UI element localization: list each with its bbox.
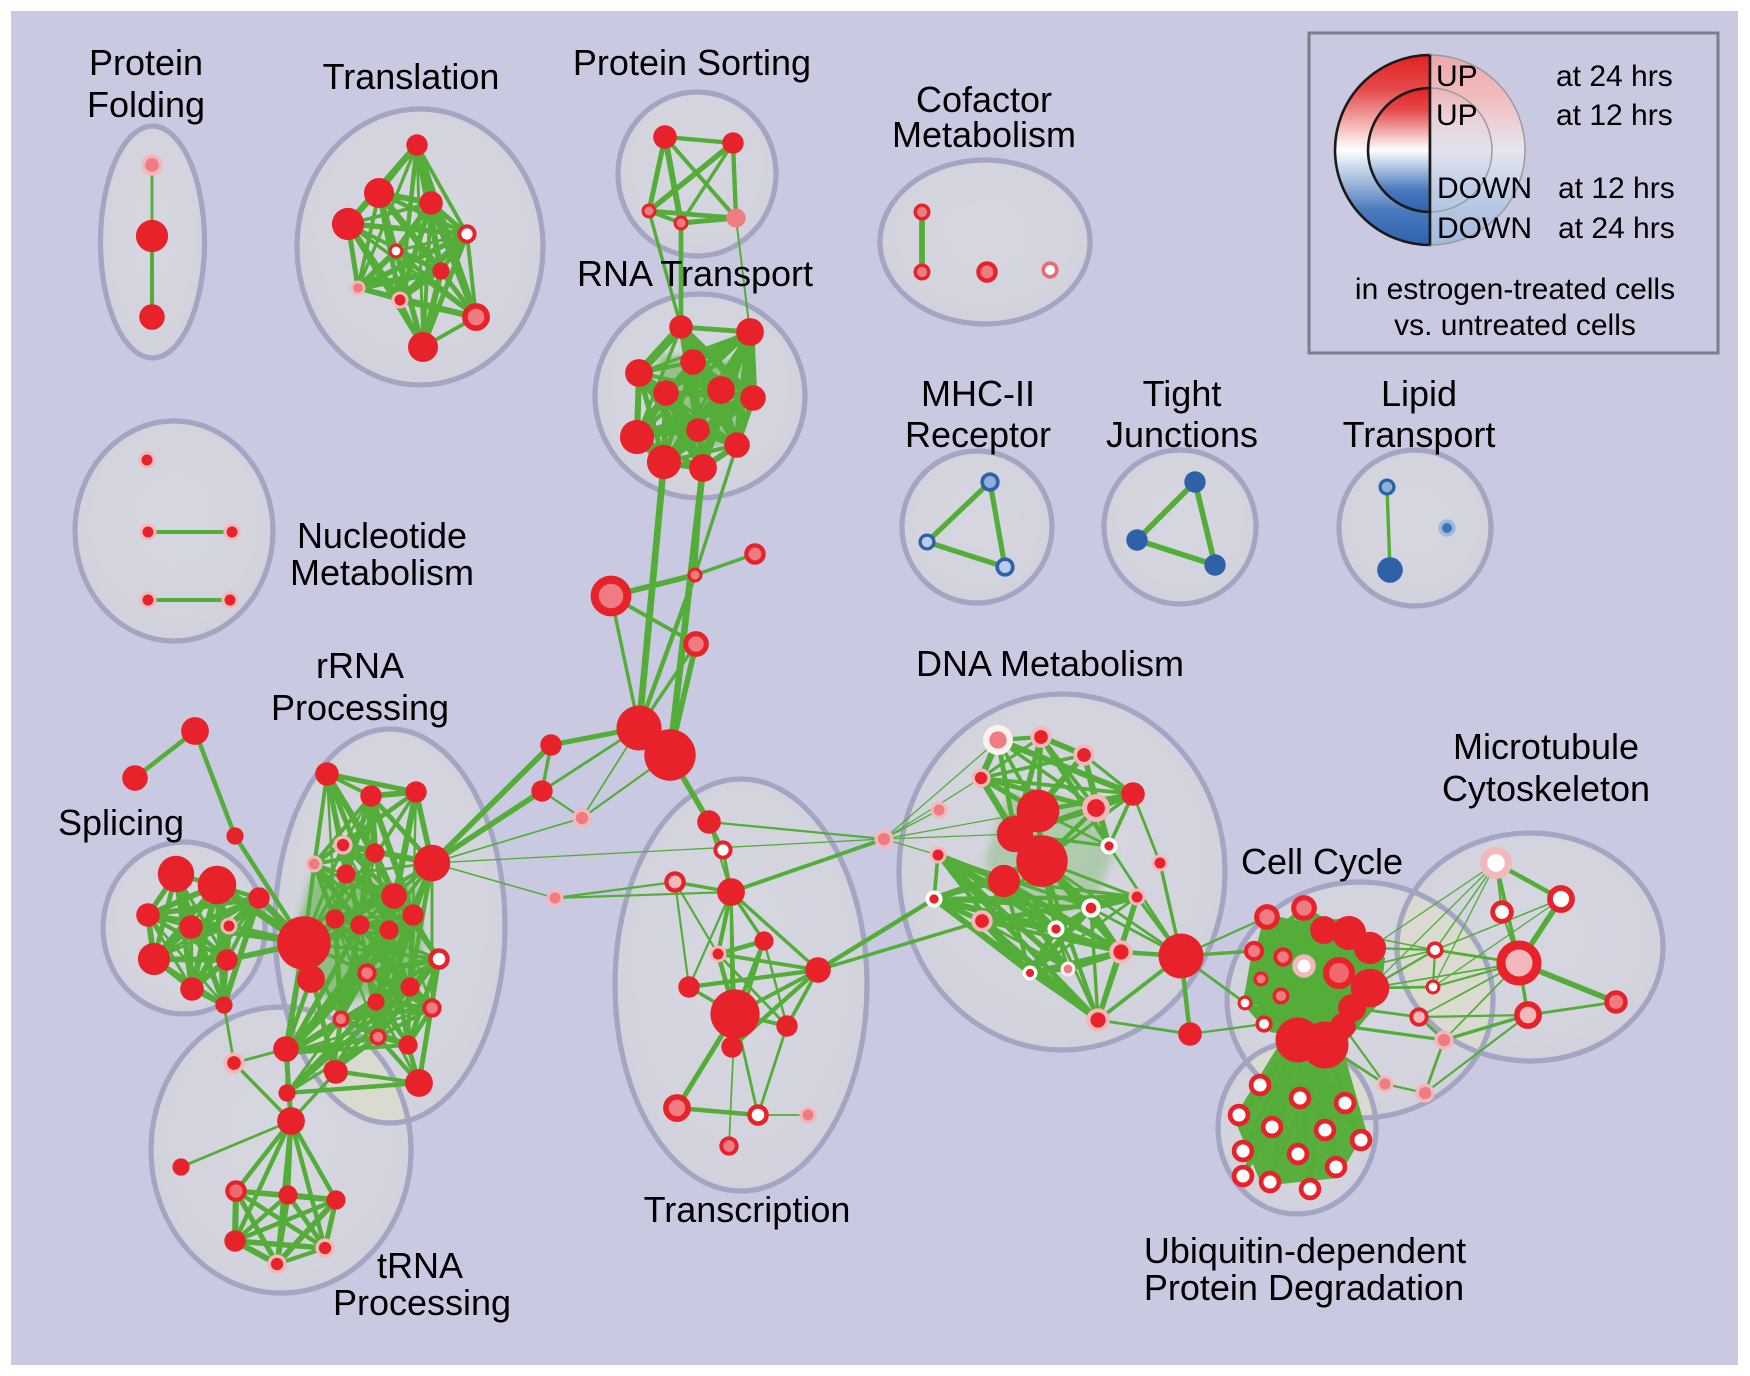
svg-text:Cofactor: Cofactor	[916, 79, 1052, 120]
svg-text:Folding: Folding	[87, 84, 205, 125]
svg-text:Receptor: Receptor	[905, 414, 1051, 455]
svg-text:Protein Degradation: Protein Degradation	[1144, 1267, 1464, 1308]
svg-text:Protein: Protein	[89, 42, 203, 83]
svg-text:UP: UP	[1436, 99, 1478, 132]
svg-text:at 24 hrs: at 24 hrs	[1558, 212, 1675, 245]
svg-text:Lipid: Lipid	[1381, 373, 1457, 414]
svg-text:Nucleotide: Nucleotide	[297, 515, 467, 556]
svg-text:at 12 hrs: at 12 hrs	[1556, 99, 1673, 132]
svg-text:Transport: Transport	[1343, 414, 1496, 455]
svg-text:Protein Sorting: Protein Sorting	[573, 42, 811, 83]
svg-text:Processing: Processing	[271, 687, 449, 728]
svg-text:Cytoskeleton: Cytoskeleton	[1442, 768, 1650, 809]
svg-text:Junctions: Junctions	[1106, 414, 1258, 455]
svg-text:Splicing: Splicing	[58, 802, 184, 843]
svg-text:tRNA: tRNA	[377, 1245, 463, 1286]
svg-text:DNA Metabolism: DNA Metabolism	[916, 643, 1184, 684]
svg-text:at 12 hrs: at 12 hrs	[1558, 172, 1675, 205]
svg-text:Cell Cycle: Cell Cycle	[1241, 841, 1403, 882]
svg-text:Metabolism: Metabolism	[892, 114, 1076, 155]
svg-text:Transcription: Transcription	[644, 1189, 851, 1230]
svg-text:Processing: Processing	[333, 1282, 511, 1323]
svg-text:at 24 hrs: at 24 hrs	[1556, 60, 1673, 93]
svg-text:rRNA: rRNA	[316, 645, 404, 686]
svg-text:Translation: Translation	[323, 56, 500, 97]
svg-text:Metabolism: Metabolism	[290, 552, 474, 593]
svg-text:Ubiquitin-dependent: Ubiquitin-dependent	[1144, 1230, 1466, 1271]
svg-text:DOWN: DOWN	[1437, 212, 1532, 245]
svg-text:vs. untreated cells: vs. untreated cells	[1394, 309, 1636, 342]
svg-text:RNA Transport: RNA Transport	[577, 253, 813, 294]
svg-text:UP: UP	[1436, 60, 1478, 93]
svg-text:Tight: Tight	[1143, 373, 1222, 414]
svg-text:in estrogen-treated cells: in estrogen-treated cells	[1355, 273, 1675, 306]
svg-text:MHC-II: MHC-II	[921, 373, 1035, 414]
svg-text:Microtubule: Microtubule	[1453, 726, 1639, 767]
svg-text:DOWN: DOWN	[1437, 172, 1532, 205]
